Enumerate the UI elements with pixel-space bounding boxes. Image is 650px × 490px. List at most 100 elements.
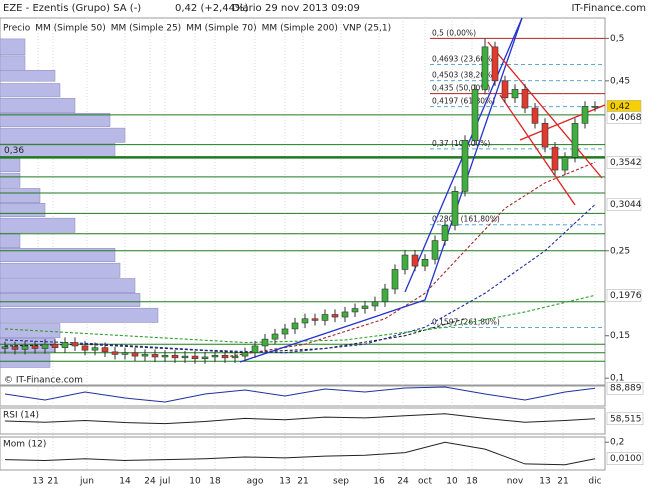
period: Diario [232, 3, 262, 14]
x-tick-label: 24 [144, 477, 156, 487]
candle-body [491, 46, 499, 82]
candle-body [421, 258, 429, 267]
price-tag: 0,4068 [610, 113, 642, 123]
candle-body [251, 345, 259, 354]
candle-body [461, 140, 469, 192]
candle-body [381, 288, 389, 303]
x-tick-label: 13 [539, 477, 550, 487]
fib-label: 0,4693 (23,60%) [432, 54, 495, 63]
volume-profile-bar [0, 352, 51, 368]
candle-body [501, 80, 509, 99]
x-tick-label: ago [247, 477, 264, 487]
price-tag: 0,3542 [610, 158, 642, 168]
candle-body [211, 354, 219, 358]
volume-profile-bar [0, 38, 26, 56]
moving-average [4, 204, 596, 354]
candle-body [571, 123, 579, 158]
fib-label: 0,435 (50,00%) [432, 84, 490, 93]
x-tick-label: 24 [397, 477, 409, 487]
x-tick-label: 13 [279, 477, 290, 487]
candle-body [271, 333, 279, 340]
y-tick-label: 0,1 [610, 374, 624, 384]
candle-body [71, 342, 79, 347]
candles [1, 38, 599, 364]
fib-label: 0,1597 (261,80%) [432, 317, 500, 326]
indicator-name: RSI (14) [3, 411, 39, 421]
mom-panel [0, 436, 606, 471]
trendline [499, 94, 576, 206]
indicator-tick-label: 0,2 [610, 438, 624, 448]
legend: Precio MM (Simple 50) MM (Simple 25) MM (Si… [3, 24, 391, 34]
indicator-tag-bg [606, 452, 644, 465]
y-tick-label: 0,25 [610, 246, 630, 256]
candle-body [551, 146, 559, 171]
volume-profile-bar [0, 293, 141, 308]
volume-profile-bar [0, 98, 76, 113]
candle-body [411, 254, 419, 267]
volume-profile-bar [0, 307, 159, 323]
x-tick-label: oct [418, 477, 432, 487]
candle-body [241, 352, 249, 357]
candle-body [561, 157, 569, 171]
candle-body [291, 322, 299, 330]
candle-body [341, 311, 349, 318]
x-tick-label: 21 [557, 477, 568, 487]
quote: 0,42 (+2,44%) [175, 3, 248, 14]
candle-body [111, 351, 119, 355]
volume-profile-bar [0, 278, 136, 294]
x-tick-label: sep [333, 477, 349, 487]
indicator-last-value: 88,889 [610, 384, 642, 394]
candle-body [331, 314, 339, 318]
legend-item: MM (Simple 70) [186, 24, 256, 34]
candle-body [51, 343, 59, 348]
volume-profile-bar [0, 157, 21, 172]
price-tag: 0,42 [610, 102, 630, 112]
candle-body [401, 254, 409, 270]
y-tick-label: 0,45 [610, 76, 630, 86]
candle-body [301, 318, 309, 324]
candle-body [131, 352, 139, 357]
candle-body [441, 224, 449, 241]
indicator-last-value: 58,515 [610, 414, 642, 424]
volume-profile-bar [0, 188, 41, 203]
watermark: © IT-Finance.com [4, 376, 83, 386]
fib-label: 0,2807 (161,80%) [432, 215, 500, 224]
indicator-line [4, 386, 596, 403]
price-tag: 0,1976 [610, 291, 642, 301]
candle-body [41, 343, 49, 349]
volume-profile-bar [0, 262, 121, 278]
volume-profile-bar [0, 248, 116, 262]
x-tick-label: 21 [297, 477, 308, 487]
candle-body [591, 106, 599, 108]
candle-body [471, 89, 479, 141]
price-tag-bg [606, 156, 642, 169]
candle-body [431, 240, 439, 260]
x-tick-label: 18 [466, 477, 478, 487]
key-level-label: 0,36 [4, 146, 24, 156]
y-tick-label: 0,15 [610, 331, 630, 341]
candle-body [61, 342, 69, 348]
volume-profile-bar [0, 83, 61, 98]
candle-body [151, 354, 159, 358]
trendline [519, 104, 606, 141]
price-tags: 0,420,4068 0,3542 0,3044 0,1976 [606, 100, 642, 302]
candle-body [201, 356, 209, 359]
candle-body [1, 346, 9, 349]
indicator-tag-bg [606, 381, 644, 395]
indicators: 88,889 RSI (14) 58,515 Mom (12) 0,2 0,0100 [3, 381, 644, 466]
candle-body [541, 123, 549, 148]
candle-body [91, 347, 99, 351]
volume-profile-bar [0, 172, 21, 188]
candle-body [511, 89, 519, 99]
candle-body [161, 354, 169, 358]
candle-body [481, 46, 489, 90]
volume-profile-bar [0, 70, 56, 82]
indicator-line [4, 413, 596, 425]
candle-body [311, 318, 319, 321]
candle-body [221, 354, 229, 359]
volume-profile-bar [0, 112, 111, 127]
volume-profile-bar [0, 217, 76, 233]
x-tick-label: 16 [373, 477, 385, 487]
x-tick-label: jul [159, 477, 171, 487]
